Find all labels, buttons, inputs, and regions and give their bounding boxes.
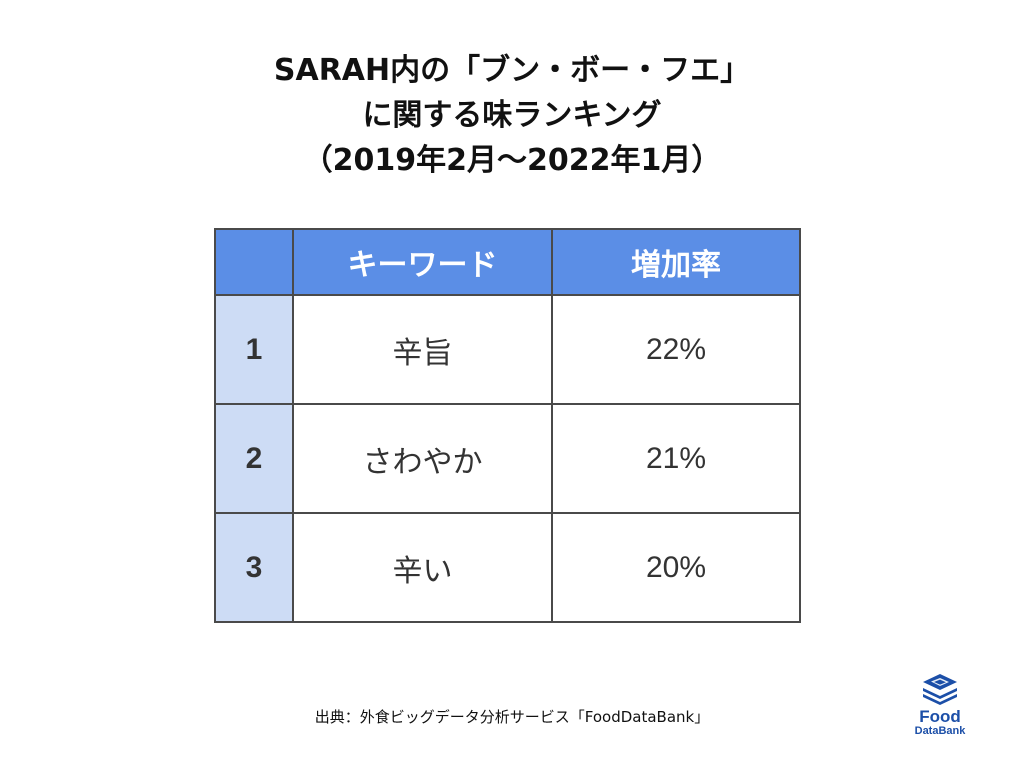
table-header-row: キーワード 増加率 [214,228,801,296]
rank-cell: 1 [214,294,294,405]
header-cell-rank [214,228,294,296]
header-cell-rate: 増加率 [551,228,801,296]
keyword-cell: さわやか [292,403,553,514]
title-line-1: SARAH内の「ブン・ボー・フエ」 [273,53,751,88]
logo-text-food: Food [919,707,961,726]
table-row: 3 辛い 20% [214,512,801,623]
chart-title: SARAH内の「ブン・ボー・フエ」 に関する味ランキング （2019年2月〜20… [0,48,1024,183]
rank-cell: 3 [214,512,294,623]
source-note: 出典：外食ビッグデータ分析サービス「FoodDataBank」 [314,708,710,726]
logo-text-databank: DataBank [914,725,966,737]
header-cell-keyword: キーワード [292,228,553,296]
keyword-cell: 辛い [292,512,553,623]
table-row: 1 辛旨 22% [214,294,801,405]
rate-cell: 22% [551,294,801,405]
title-line-3: （2019年2月〜2022年1月） [302,143,722,178]
title-line-2: に関する味ランキング [362,98,662,133]
rank-cell: 2 [214,403,294,514]
ranking-table: キーワード 増加率 1 辛旨 22% 2 さわやか 21% 3 辛い 20% [214,228,801,623]
keyword-cell: 辛旨 [292,294,553,405]
fooddatabank-logo: Food DataBank [903,672,977,744]
rate-cell: 20% [551,512,801,623]
stacked-layers-icon [923,674,957,705]
table-row: 2 さわやか 21% [214,403,801,514]
rate-cell: 21% [551,403,801,514]
